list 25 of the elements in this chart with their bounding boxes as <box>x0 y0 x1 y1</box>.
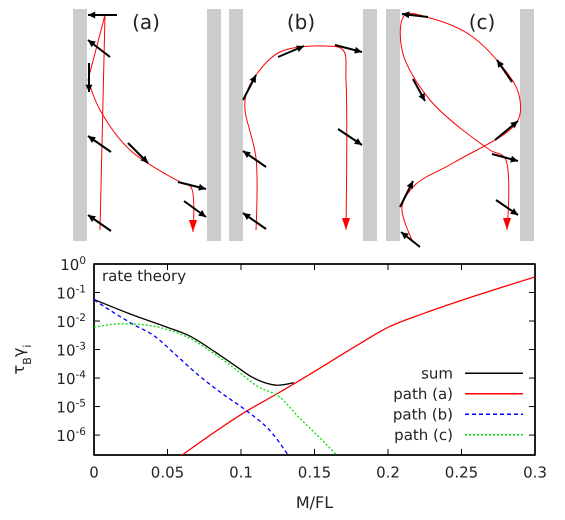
y-tick-label: 10$^{-6}$ <box>56 426 86 446</box>
x-tick-label: 0.1 <box>229 464 253 482</box>
legend-label: path (c) <box>394 426 453 444</box>
x-tick-label: 0.2 <box>376 464 400 482</box>
y-tick-label: 10$^{-5}$ <box>56 398 86 417</box>
line-series <box>94 299 289 455</box>
y-tick-label: 10$^{-1}$ <box>56 284 86 303</box>
legend-label: path (b) <box>392 406 453 424</box>
x-tick-label: 0.3 <box>523 464 547 482</box>
legend-label: path (a) <box>393 385 453 403</box>
y-tick-label: 10$^{-3}$ <box>56 340 86 360</box>
y-tick-label: 10$^{0}$ <box>60 255 86 274</box>
line-series <box>94 323 338 455</box>
text: (a) <box>132 10 160 34</box>
y-tick-label: 10$^{-2}$ <box>56 312 86 332</box>
text: (b) <box>286 10 316 34</box>
x-tick-label: 0.05 <box>150 464 184 482</box>
legend-label: sum <box>421 364 453 382</box>
x-axis-title: M/FL <box>296 493 334 512</box>
x-tick-label: 0.15 <box>298 464 332 482</box>
x-tick-label: 0.25 <box>444 464 478 482</box>
y-tick-label: 10$^{-4}$ <box>56 369 86 388</box>
text: (c) <box>468 10 496 34</box>
x-tick-label: 0 <box>89 464 99 482</box>
annotation: rate theory <box>102 267 186 285</box>
